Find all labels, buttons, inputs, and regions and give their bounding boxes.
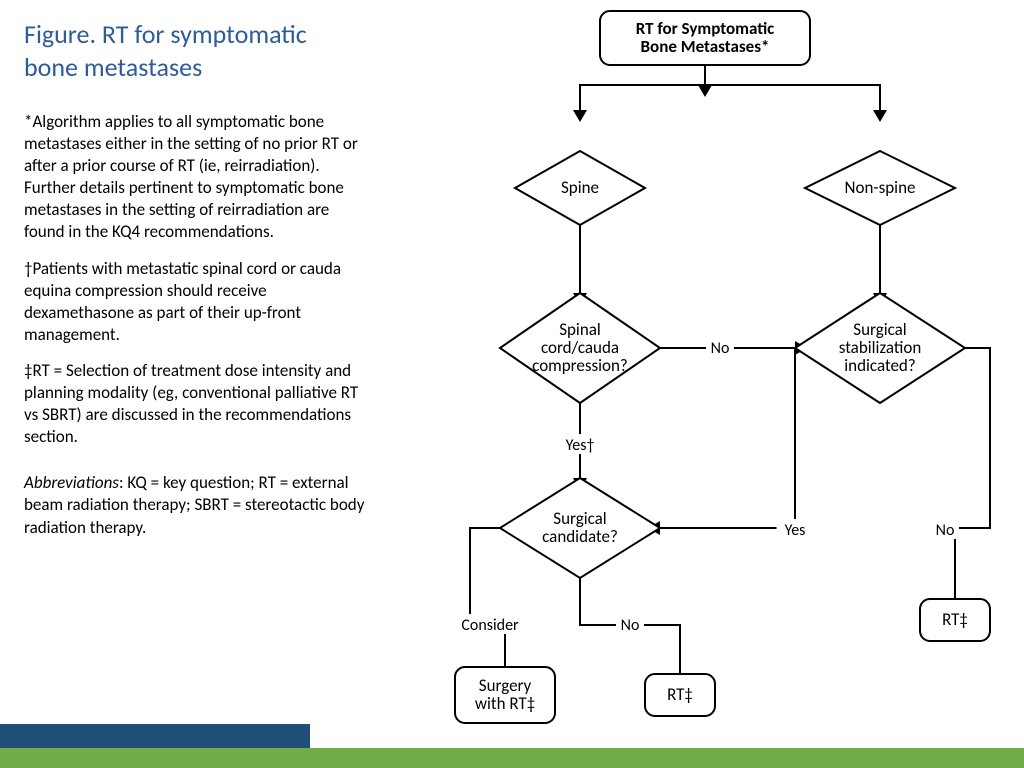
- svg-text:compression?: compression?: [532, 355, 628, 376]
- footnote-dagger: †Patients with metastatic spinal cord or…: [24, 258, 366, 346]
- node-start: RT for SymptomaticBone Metastases*: [600, 11, 810, 65]
- footnote-double-dagger: ‡RT = Selection of treatment dose intens…: [24, 360, 366, 448]
- svg-text:RT‡: RT‡: [942, 609, 968, 630]
- svg-text:No: No: [621, 616, 640, 635]
- svg-text:Yes†: Yes†: [566, 436, 595, 455]
- node-nonspine: Non-spine: [805, 151, 955, 225]
- abbrev-label: Abbreviations: [24, 472, 119, 493]
- abbreviations: Abbreviations: KQ = key question; RT = e…: [24, 472, 366, 538]
- svg-text:Yes: Yes: [785, 521, 806, 540]
- svg-text:Spine: Spine: [561, 177, 599, 198]
- node-surgery: Surgerywith RT‡: [455, 667, 555, 723]
- flowchart-container: No Yes† Yes No Consider No RT for SymptomaticB…: [390, 0, 1024, 748]
- node-spine: Spine: [515, 151, 645, 225]
- left-text-panel: Figure. RT for symptomatic bone metastas…: [0, 0, 390, 768]
- node-candidate: Surgicalcandidate?: [500, 478, 660, 578]
- svg-text:Consider: Consider: [461, 616, 519, 635]
- svg-text:No: No: [936, 521, 955, 540]
- node-stabq: Surgicalstabilizationindicated?: [795, 293, 965, 403]
- svg-text:with RT‡: with RT‡: [475, 693, 535, 714]
- flowchart-svg: No Yes† Yes No Consider No RT for SymptomaticB…: [390, 0, 1024, 748]
- footnote-asterisk: *Algorithm applies to all symptomatic bo…: [24, 111, 366, 244]
- figure-title: Figure. RT for symptomatic bone metastas…: [24, 18, 366, 83]
- svg-text:RT‡: RT‡: [667, 684, 693, 705]
- decorative-bar-green: [0, 748, 1024, 768]
- svg-text:No: No: [711, 339, 730, 358]
- node-cordq: Spinalcord/caudacompression?: [500, 293, 660, 403]
- node-rt1: RT‡: [645, 674, 715, 716]
- node-rt2: RT‡: [920, 599, 990, 641]
- svg-text:Bone Metastases*: Bone Metastases*: [641, 36, 770, 57]
- svg-text:Non-spine: Non-spine: [845, 177, 916, 198]
- svg-text:indicated?: indicated?: [844, 355, 915, 376]
- decorative-bar-blue: [0, 724, 310, 748]
- svg-text:candidate?: candidate?: [542, 526, 618, 547]
